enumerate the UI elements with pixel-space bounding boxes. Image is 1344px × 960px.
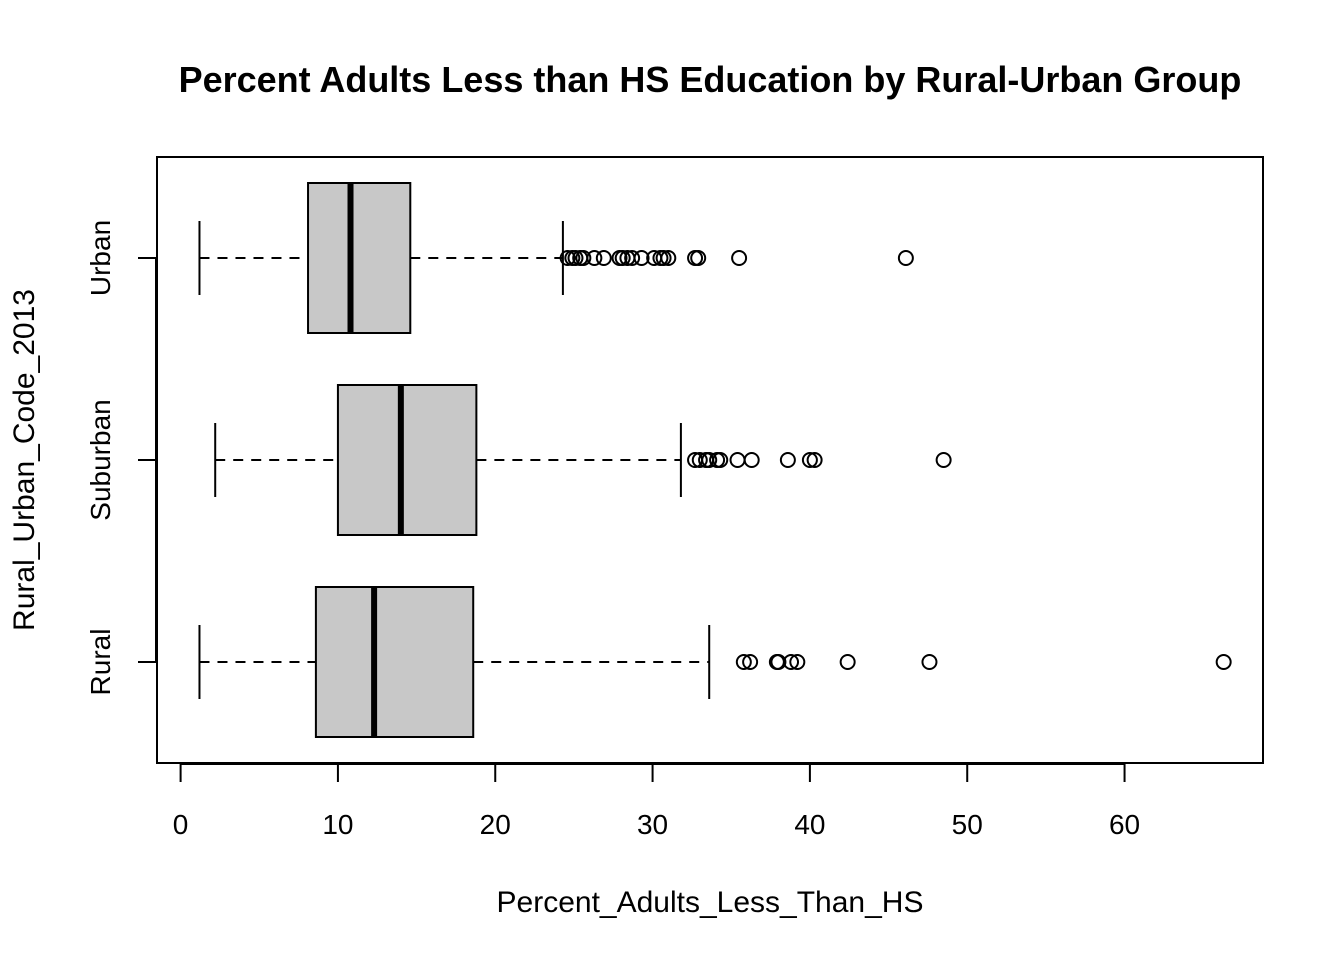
outlier-point (690, 250, 707, 266)
x-tick-label: 60 (1109, 809, 1140, 840)
outlier-point (660, 250, 677, 266)
box-group-rural (198, 586, 1232, 738)
outlier-point (735, 654, 752, 670)
x-axis: 0 10 20 30 40 50 60 (173, 763, 1140, 840)
box-group-urban (198, 182, 914, 334)
outlier-point (586, 250, 603, 266)
x-tick-label: 30 (637, 809, 668, 840)
outlier-point (691, 452, 708, 468)
y-tick-label: Suburban (85, 399, 116, 520)
x-tick-label: 20 (480, 809, 511, 840)
outlier-point (712, 452, 729, 468)
iqr-box (314, 586, 475, 738)
outlier-point (935, 452, 952, 468)
outlier-point (687, 250, 704, 266)
outlier-point (897, 250, 914, 266)
outlier-point (567, 250, 584, 266)
x-tick-label: 40 (794, 809, 825, 840)
iqr-box (307, 182, 412, 334)
x-tick-label: 0 (173, 809, 189, 840)
outlier-point (559, 250, 576, 266)
outlier-point (742, 654, 759, 670)
outlier-point (575, 250, 592, 266)
y-tick-label: Rural (85, 629, 116, 696)
outlier-point (595, 250, 612, 266)
outlier-point (806, 452, 823, 468)
outlier-point (614, 250, 631, 266)
x-axis-label: Percent_Adults_Less_Than_HS (497, 886, 924, 919)
outlier-point (801, 452, 818, 468)
x-tick-label: 10 (322, 809, 353, 840)
outlier-point (789, 654, 806, 670)
outlier-point (770, 654, 787, 670)
outlier-point (1215, 654, 1232, 670)
outlier-point (731, 250, 748, 266)
box-group-suburban (214, 384, 952, 536)
x-tick-label: 50 (952, 809, 983, 840)
outlier-point (921, 654, 938, 670)
outlier-point (743, 452, 760, 468)
outlier-point (783, 654, 800, 670)
outlier-point (624, 250, 641, 266)
outlier-point (839, 654, 856, 670)
outlier-point (729, 452, 746, 468)
box-groups (198, 182, 1232, 738)
y-axis: Rural Suburban Urban (85, 220, 157, 696)
y-tick-label: Urban (85, 220, 116, 296)
iqr-box (336, 384, 478, 536)
outlier-point (633, 250, 650, 266)
chart-title: Percent Adults Less than HS Education by… (179, 59, 1242, 100)
outlier-point (701, 452, 718, 468)
outlier-point (779, 452, 796, 468)
outlier-point (655, 250, 672, 266)
y-axis-label: Rural_Urban_Code_2013 (8, 289, 41, 631)
